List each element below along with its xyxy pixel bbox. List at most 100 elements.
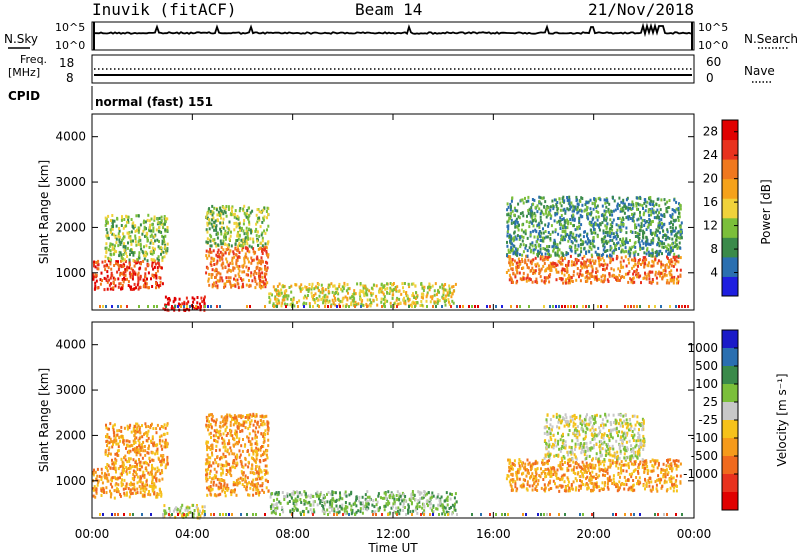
power-cell bbox=[158, 276, 161, 279]
power-cell bbox=[600, 263, 603, 267]
power-cell bbox=[129, 249, 132, 253]
power-cell bbox=[605, 199, 608, 203]
power-cell bbox=[448, 291, 451, 295]
power-cell bbox=[552, 205, 555, 209]
power-cell bbox=[327, 291, 330, 295]
power-cell bbox=[249, 237, 252, 241]
power-cell bbox=[226, 243, 229, 247]
power-cell bbox=[591, 242, 594, 246]
power-cell bbox=[621, 275, 624, 279]
velocity-cell bbox=[139, 480, 142, 484]
power-cell bbox=[604, 274, 607, 278]
power-cell bbox=[317, 283, 320, 286]
power-cell bbox=[266, 253, 269, 257]
power-cell bbox=[664, 266, 667, 270]
power-cell bbox=[229, 269, 232, 272]
power-cell bbox=[137, 230, 140, 234]
power-cell bbox=[577, 210, 580, 214]
power-cell bbox=[165, 251, 168, 255]
velocity-cell bbox=[239, 430, 242, 433]
power-colorbar-segment bbox=[722, 237, 738, 258]
power-cell bbox=[94, 265, 97, 269]
power-cell bbox=[122, 226, 125, 230]
velocity-cell bbox=[222, 432, 225, 436]
power-cell bbox=[256, 261, 259, 265]
velocity-cell bbox=[105, 440, 108, 444]
power-cell bbox=[256, 239, 259, 243]
power-cell bbox=[655, 254, 658, 258]
velocity-cell bbox=[196, 504, 198, 507]
velocity-cell bbox=[208, 432, 211, 436]
power-cell bbox=[587, 264, 590, 268]
power-cell bbox=[552, 305, 554, 308]
power-cell bbox=[677, 230, 680, 234]
power-cell bbox=[219, 213, 221, 217]
velocity-cell bbox=[253, 472, 255, 476]
velocity-cell bbox=[114, 461, 117, 465]
power-cell bbox=[518, 216, 521, 220]
power-cell bbox=[262, 216, 265, 220]
velocity-cell bbox=[123, 491, 126, 495]
power-cell bbox=[150, 233, 153, 237]
power-cell bbox=[230, 213, 233, 217]
power-cell bbox=[651, 259, 654, 263]
power-colorbar-tick: 8 bbox=[710, 242, 718, 256]
velocity-cell bbox=[141, 443, 143, 447]
power-cell bbox=[241, 248, 244, 252]
power-cell bbox=[506, 229, 509, 233]
power-cell bbox=[126, 215, 129, 219]
power-cell bbox=[260, 267, 263, 271]
power-cell bbox=[291, 305, 293, 308]
power-cell bbox=[628, 270, 631, 273]
velocity-cell bbox=[259, 448, 262, 452]
power-cell bbox=[211, 273, 214, 277]
power-cell bbox=[586, 276, 589, 280]
velocity-cell bbox=[135, 436, 138, 440]
power-cell bbox=[535, 277, 538, 281]
power-cell bbox=[663, 242, 666, 246]
velocity-cell bbox=[237, 481, 240, 485]
power-cell bbox=[642, 235, 644, 239]
velocity-cell bbox=[116, 452, 119, 456]
power-cell bbox=[223, 209, 226, 213]
power-cell bbox=[522, 201, 525, 205]
power-cell bbox=[177, 305, 179, 308]
power-cell bbox=[506, 202, 509, 206]
power-cell bbox=[156, 238, 159, 242]
power-cell bbox=[172, 300, 175, 304]
power-cell bbox=[365, 302, 368, 306]
power-colorbar-tick: 12 bbox=[703, 219, 718, 233]
power-cell bbox=[548, 267, 551, 271]
velocity-cell bbox=[235, 479, 238, 483]
power-cell bbox=[536, 210, 539, 214]
power-cell bbox=[346, 298, 349, 302]
power-cell bbox=[629, 277, 632, 281]
power-cell bbox=[603, 209, 606, 213]
power-cell bbox=[637, 223, 640, 227]
power-cell bbox=[658, 271, 660, 275]
velocity-cell bbox=[161, 477, 164, 481]
power-cell bbox=[538, 252, 541, 255]
power-cell bbox=[677, 208, 680, 212]
velocity-cell bbox=[246, 435, 249, 439]
power-cell bbox=[604, 250, 606, 253]
velocity-cell bbox=[276, 493, 279, 497]
power-cell bbox=[534, 271, 537, 275]
power-cell bbox=[674, 244, 677, 248]
velocity-cell bbox=[119, 493, 122, 496]
power-cell bbox=[620, 263, 623, 267]
power-cell bbox=[230, 244, 233, 248]
power-cell bbox=[576, 267, 579, 270]
power-region-6 bbox=[505, 254, 682, 285]
power-cell bbox=[206, 266, 209, 270]
power-cell bbox=[183, 305, 185, 308]
power-cell bbox=[114, 244, 116, 248]
power-cell bbox=[231, 256, 234, 260]
power-cell bbox=[218, 253, 221, 257]
power-cell bbox=[388, 292, 391, 295]
nsearch-tick-low: 10^0 bbox=[698, 39, 728, 52]
power-cell bbox=[448, 302, 451, 306]
power-cell bbox=[215, 228, 218, 232]
power-cell bbox=[547, 249, 550, 253]
power-cell bbox=[513, 236, 516, 240]
